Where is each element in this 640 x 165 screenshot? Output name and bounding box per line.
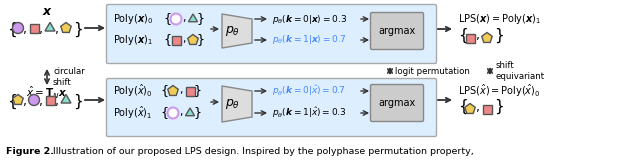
Text: $\}$: $\}$ <box>494 98 504 116</box>
Text: $p_\theta$: $p_\theta$ <box>225 24 241 38</box>
Text: $\{$: $\{$ <box>7 21 17 39</box>
Text: ,: , <box>55 23 59 36</box>
Text: $\{$: $\{$ <box>458 98 468 116</box>
Text: $,$: $,$ <box>179 86 183 96</box>
Text: LPS$(\boldsymbol{x}) = \mathrm{Poly}(\boldsymbol{x})_1$: LPS$(\boldsymbol{x}) = \mathrm{Poly}(\bo… <box>458 12 541 26</box>
Polygon shape <box>45 22 55 31</box>
Text: $\boldsymbol{x}$: $\boldsymbol{x}$ <box>42 5 52 18</box>
Text: Poly$(\hat{x})_0$: Poly$(\hat{x})_0$ <box>113 83 153 99</box>
Text: $p_\theta(\boldsymbol{k}{=}0|\hat{x}) = 0.7$: $p_\theta(\boldsymbol{k}{=}0|\hat{x}) = … <box>272 84 346 98</box>
Bar <box>465 33 474 43</box>
Text: $,$: $,$ <box>179 108 183 118</box>
Text: argmax: argmax <box>378 26 415 36</box>
Polygon shape <box>186 108 195 116</box>
Bar <box>29 23 38 33</box>
Text: $\{$: $\{$ <box>458 27 468 45</box>
Text: $\{$: $\{$ <box>160 105 168 121</box>
Text: circular
shift: circular shift <box>53 67 84 87</box>
Bar <box>172 35 180 45</box>
Polygon shape <box>168 85 178 95</box>
Text: logit permutation: logit permutation <box>395 66 470 76</box>
FancyBboxPatch shape <box>106 79 436 136</box>
Text: $p_\theta(\boldsymbol{k}{=}1|\hat{x}) = 0.3$: $p_\theta(\boldsymbol{k}{=}1|\hat{x}) = … <box>272 106 347 120</box>
Circle shape <box>29 95 40 105</box>
Text: $\}$: $\}$ <box>193 105 201 121</box>
Text: $\}$: $\}$ <box>193 83 201 99</box>
Polygon shape <box>188 34 198 44</box>
Text: Figure 2.: Figure 2. <box>6 148 54 156</box>
FancyBboxPatch shape <box>371 84 424 121</box>
Text: $\{$: $\{$ <box>160 83 168 99</box>
Text: $,$: $,$ <box>182 14 186 24</box>
Text: $,$: $,$ <box>475 100 479 114</box>
FancyBboxPatch shape <box>371 13 424 49</box>
Text: $\}$: $\}$ <box>73 21 83 39</box>
Text: shift
equivariant: shift equivariant <box>496 61 545 81</box>
Text: $p_\theta(\boldsymbol{k}{=}1|\boldsymbol{x}) = 0.7$: $p_\theta(\boldsymbol{k}{=}1|\boldsymbol… <box>272 33 346 47</box>
Bar <box>483 104 492 114</box>
Polygon shape <box>222 14 252 48</box>
Text: $\hat{x} = \mathbf{T}_N\boldsymbol{x}$: $\hat{x} = \mathbf{T}_N\boldsymbol{x}$ <box>26 85 67 101</box>
Circle shape <box>170 14 182 24</box>
Polygon shape <box>465 103 476 114</box>
Text: $\}$: $\}$ <box>73 93 83 111</box>
Polygon shape <box>61 22 71 33</box>
Text: $\}$: $\}$ <box>196 11 204 27</box>
Text: $\}$: $\}$ <box>196 32 204 48</box>
Text: $,$: $,$ <box>475 30 479 43</box>
Text: Poly$(\boldsymbol{x})_1$: Poly$(\boldsymbol{x})_1$ <box>113 33 153 47</box>
Text: $\{$: $\{$ <box>7 93 17 111</box>
Text: ,: , <box>39 23 43 36</box>
Text: $p_\theta$: $p_\theta$ <box>225 97 241 111</box>
Text: ,: , <box>39 96 43 109</box>
Text: ,: , <box>23 23 27 36</box>
Circle shape <box>168 108 179 118</box>
Text: $p_\theta(\boldsymbol{k}{=}0|\boldsymbol{x}) = 0.3$: $p_\theta(\boldsymbol{k}{=}0|\boldsymbol… <box>272 13 347 26</box>
FancyBboxPatch shape <box>106 4 436 64</box>
Text: Poly$(\boldsymbol{x})_0$: Poly$(\boldsymbol{x})_0$ <box>113 12 153 26</box>
Polygon shape <box>61 94 71 103</box>
Text: $\{$: $\{$ <box>163 11 172 27</box>
Polygon shape <box>13 95 23 104</box>
Polygon shape <box>189 14 198 22</box>
Text: Illustration of our proposed LPS design. Inspired by the polyphase permutation p: Illustration of our proposed LPS design.… <box>50 148 474 156</box>
Text: ,: , <box>55 96 59 109</box>
Polygon shape <box>222 86 252 122</box>
Text: LPS$(\hat{x}) = \mathrm{Poly}(\hat{x})_0$: LPS$(\hat{x}) = \mathrm{Poly}(\hat{x})_0… <box>458 83 541 99</box>
Text: argmax: argmax <box>378 98 415 108</box>
Text: Poly$(\hat{x})_1$: Poly$(\hat{x})_1$ <box>113 105 152 121</box>
Circle shape <box>13 22 24 33</box>
Text: ,: , <box>23 96 27 109</box>
Text: $\}$: $\}$ <box>494 27 504 45</box>
Text: $\{$: $\{$ <box>163 32 172 48</box>
Bar <box>186 86 195 96</box>
Text: $,$: $,$ <box>182 35 186 45</box>
Polygon shape <box>482 33 492 42</box>
Bar <box>45 96 54 104</box>
